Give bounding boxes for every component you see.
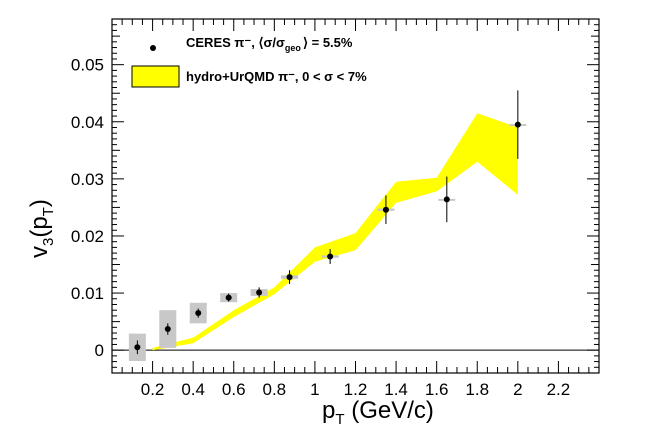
legend-label-ceres: CERES π⁻, ⟨σ/σgeo ⟩ = 5.5% (186, 35, 353, 53)
data-point (256, 289, 263, 296)
data-point (382, 206, 389, 213)
x-tick-label: 0.8 (263, 380, 287, 399)
x-tick-label: 1.2 (344, 380, 368, 399)
x-tick-label: 0.2 (141, 380, 165, 399)
y-axis-label: v3(pT) (26, 199, 57, 258)
x-tick-label: 1.4 (384, 380, 408, 399)
legend: CERES π⁻, ⟨σ/σgeo ⟩ = 5.5% hydro+UrQMD π⁻… (131, 35, 367, 88)
y-tick-label: 0.05 (71, 56, 104, 75)
x-tick-label: 1 (310, 380, 319, 399)
data-point (286, 274, 293, 281)
x-axis-label: pT (GeV/c) (322, 397, 434, 428)
data-point (514, 121, 521, 128)
hydro-band (152, 113, 518, 351)
y-tick-label: 0.03 (71, 170, 104, 189)
legend-marker-ceres (150, 45, 156, 51)
data-point (134, 344, 141, 351)
y-tick-label: 0.02 (71, 227, 104, 246)
x-tick-label: 2 (513, 380, 522, 399)
data-point (195, 310, 202, 317)
data-point (443, 196, 450, 203)
legend-swatch-hydro (131, 65, 180, 88)
legend-label-hydro: hydro+UrQMD π⁻, 0 < σ < 7% (186, 69, 367, 84)
x-tick-label: 2.2 (547, 380, 571, 399)
x-tick-label: 1.8 (465, 380, 489, 399)
y-tick-label: 0.04 (71, 113, 104, 132)
y-tick-label: 0.01 (71, 284, 104, 303)
x-tick-label: 0.6 (222, 380, 246, 399)
data-point (225, 294, 232, 301)
x-tick-label: 0.4 (181, 380, 205, 399)
y-tick-label: 0 (95, 341, 104, 360)
x-tick-label: 1.6 (425, 380, 449, 399)
data-point (164, 326, 171, 333)
data-point (327, 253, 334, 260)
